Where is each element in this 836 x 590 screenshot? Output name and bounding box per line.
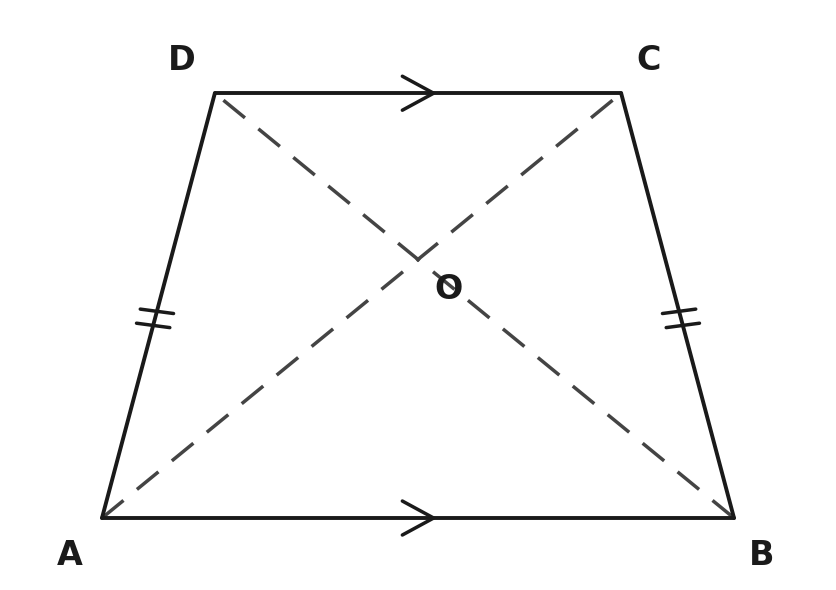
Text: A: A <box>58 539 84 572</box>
Text: O: O <box>435 273 463 306</box>
Text: C: C <box>636 44 660 77</box>
Text: D: D <box>168 44 196 77</box>
Text: B: B <box>749 539 775 572</box>
